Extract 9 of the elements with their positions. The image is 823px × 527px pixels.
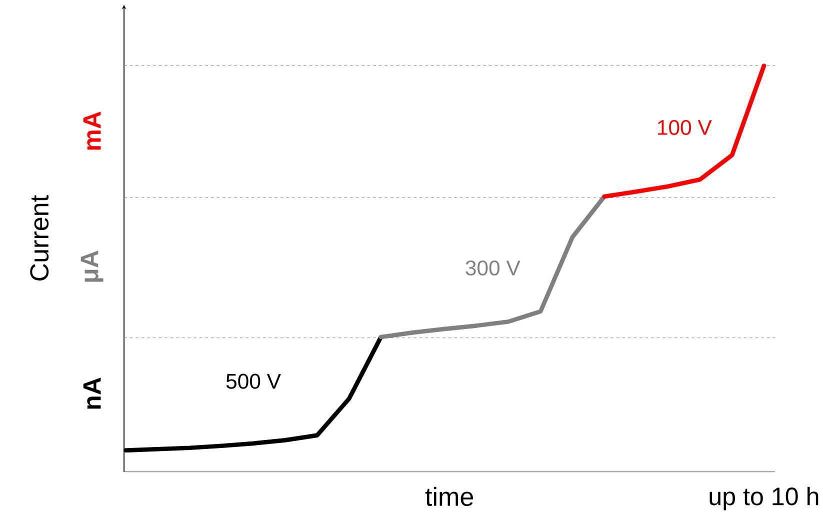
series-label: 100 V <box>658 120 712 135</box>
y-axis-title: Current <box>30 195 49 280</box>
series-label: 300 V <box>466 260 520 276</box>
text: nA <box>83 378 101 409</box>
x-axis-title: time <box>425 486 474 506</box>
text: μA <box>80 250 104 282</box>
text: up to 10 h <box>710 486 818 510</box>
text: mA <box>83 112 101 150</box>
text: 500 V <box>226 374 281 389</box>
